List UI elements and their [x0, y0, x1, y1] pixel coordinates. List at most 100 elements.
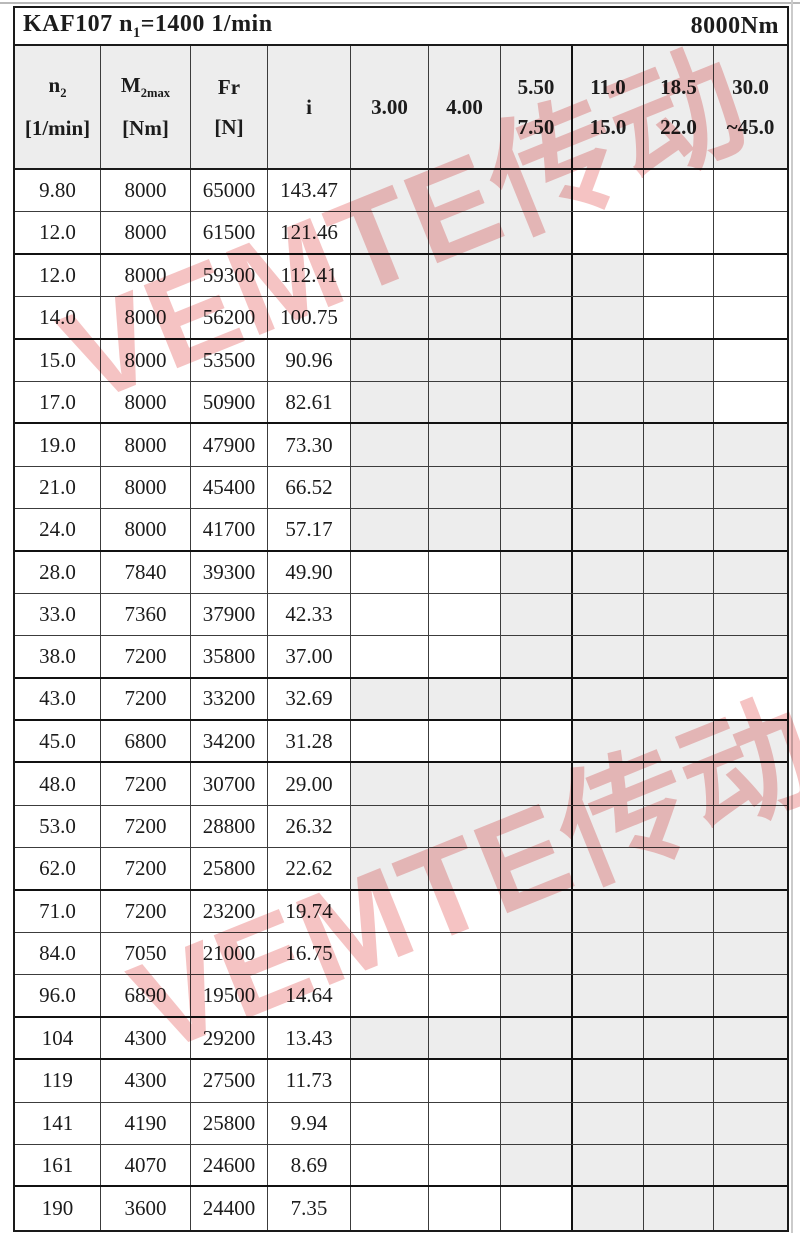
- title-speed-subscript: 1: [133, 24, 141, 41]
- cell-n2: 96.0: [15, 975, 101, 1016]
- cell-fr: 47900: [191, 424, 268, 466]
- cell-m2max: 7200: [101, 763, 191, 805]
- cell-ratio-r4-empty: [429, 593, 501, 636]
- cell-ratio-r11-available: [573, 1102, 644, 1144]
- cell-i: 19.74: [268, 890, 351, 933]
- cell-ratio-r4-available: [429, 678, 501, 720]
- cell-ratio-r3-available: [351, 848, 429, 889]
- cell-ratio-r185-empty: [644, 212, 714, 253]
- cell-ratio-r3-empty: [351, 551, 429, 593]
- table-row: 15.0 8000 53500 90.96: [15, 339, 787, 382]
- cell-ratio-r3-available: [351, 509, 429, 550]
- column-header-line1: i: [306, 95, 312, 120]
- table-body: 9.80 8000 65000 143.47 12.0 8000 61500 121.46 12…: [15, 170, 787, 1230]
- column-header-subscript: 2max: [140, 86, 171, 101]
- cell-ratio-r185-available: [644, 509, 714, 550]
- cell-ratio-r3-empty: [351, 1102, 429, 1144]
- cell-ratio-r11-available: [573, 636, 644, 677]
- cell-ratio-r55-available: [501, 212, 573, 253]
- cell-i: 26.32: [268, 805, 351, 848]
- cell-ratio-r185-available: [644, 1060, 714, 1102]
- cell-ratio-r185-available: [644, 1102, 714, 1144]
- table-row: 17.0 8000 50900 82.61: [15, 381, 787, 425]
- cell-i: 49.90: [268, 551, 351, 593]
- cell-ratio-r11-available: [573, 678, 644, 720]
- cell-ratio-r55-empty: [501, 1187, 573, 1230]
- cell-ratio-r4-available: [429, 1017, 501, 1059]
- table-title-bar: KAF107 n1=1400 1/min 8000Nm: [15, 8, 787, 46]
- cell-ratio-r30-empty: [714, 254, 787, 297]
- cell-ratio-r185-empty: [644, 170, 714, 212]
- column-header-m2max: M2max [Nm]: [101, 46, 191, 168]
- cell-ratio-r3-available: [351, 678, 429, 720]
- cell-ratio-r30-available: [714, 1187, 787, 1230]
- cell-fr: 24600: [191, 1144, 268, 1186]
- cell-m2max: 7050: [101, 933, 191, 975]
- table-header-row: n2 [1/min] M2max [Nm] Fr [N] i 3.00 4.00 5.50 7.50…: [15, 46, 787, 170]
- cell-ratio-r55-available: [501, 551, 573, 593]
- cell-ratio-r55-available: [501, 466, 573, 509]
- table-row: 104 4300 29200 13.43: [15, 1017, 787, 1061]
- cell-ratio-r185-available: [644, 1017, 714, 1059]
- column-header-line1: 11.0: [590, 75, 626, 100]
- cell-fr: 23200: [191, 890, 268, 933]
- cell-ratio-r4-available: [429, 212, 501, 253]
- cell-ratio-r185-empty: [644, 297, 714, 338]
- cell-n2: 12.0: [15, 212, 101, 253]
- column-header-line2: [1/min]: [24, 116, 91, 141]
- cell-ratio-r55-available: [501, 1102, 573, 1144]
- cell-fr: 24400: [191, 1187, 268, 1230]
- cell-ratio-r30-available: [714, 636, 787, 677]
- cell-i: 32.69: [268, 678, 351, 720]
- cell-n2: 161: [15, 1144, 101, 1186]
- cell-ratio-r55-available: [501, 1060, 573, 1102]
- column-header-line1: n2: [49, 73, 67, 101]
- cell-m2max: 8000: [101, 339, 191, 381]
- cell-m2max: 8000: [101, 424, 191, 466]
- cell-ratio-r4-empty: [429, 551, 501, 593]
- cell-fr: 27500: [191, 1060, 268, 1102]
- cell-ratio-r55-available: [501, 678, 573, 720]
- cell-i: 66.52: [268, 466, 351, 509]
- cell-ratio-r30-available: [714, 933, 787, 975]
- cell-m2max: 7200: [101, 805, 191, 848]
- table-row: 33.0 7360 37900 42.33: [15, 593, 787, 637]
- cell-ratio-r185-available: [644, 466, 714, 509]
- cell-ratio-r3-empty: [351, 593, 429, 636]
- cell-i: 37.00: [268, 636, 351, 677]
- column-header-r3: 3.00: [351, 46, 429, 168]
- cell-m2max: 7200: [101, 678, 191, 720]
- cell-ratio-r11-available: [573, 848, 644, 889]
- column-header-r30: 30.0 ~45.0: [714, 46, 787, 168]
- cell-ratio-r185-available: [644, 593, 714, 636]
- cell-ratio-r30-available: [714, 1060, 787, 1102]
- cell-i: 11.73: [268, 1060, 351, 1102]
- cell-ratio-r3-empty: [351, 1144, 429, 1186]
- cell-ratio-r4-available: [429, 424, 501, 466]
- cell-i: 14.64: [268, 975, 351, 1016]
- cell-ratio-r30-available: [714, 721, 787, 762]
- cell-fr: 50900: [191, 381, 268, 423]
- cell-fr: 34200: [191, 721, 268, 762]
- cell-ratio-r11-available: [573, 1017, 644, 1059]
- cell-ratio-r185-available: [644, 339, 714, 381]
- cell-fr: 39300: [191, 551, 268, 593]
- column-header-r4: 4.00: [429, 46, 501, 168]
- column-header-fr: Fr [N]: [191, 46, 268, 168]
- cell-i: 7.35: [268, 1187, 351, 1230]
- cell-fr: 45400: [191, 466, 268, 509]
- cell-ratio-r55-available: [501, 424, 573, 466]
- column-header-i: i: [268, 46, 351, 168]
- cell-ratio-r30-available: [714, 848, 787, 889]
- cell-ratio-r4-available: [429, 509, 501, 550]
- cell-ratio-r3-available: [351, 254, 429, 297]
- column-header-line2: [Nm]: [122, 116, 169, 141]
- cell-n2: 104: [15, 1017, 101, 1059]
- cell-ratio-r55-empty: [501, 721, 573, 762]
- cell-m2max: 7200: [101, 636, 191, 677]
- cell-ratio-r185-available: [644, 636, 714, 677]
- cell-fr: 19500: [191, 975, 268, 1016]
- cell-ratio-r185-available: [644, 975, 714, 1016]
- cell-fr: 33200: [191, 678, 268, 720]
